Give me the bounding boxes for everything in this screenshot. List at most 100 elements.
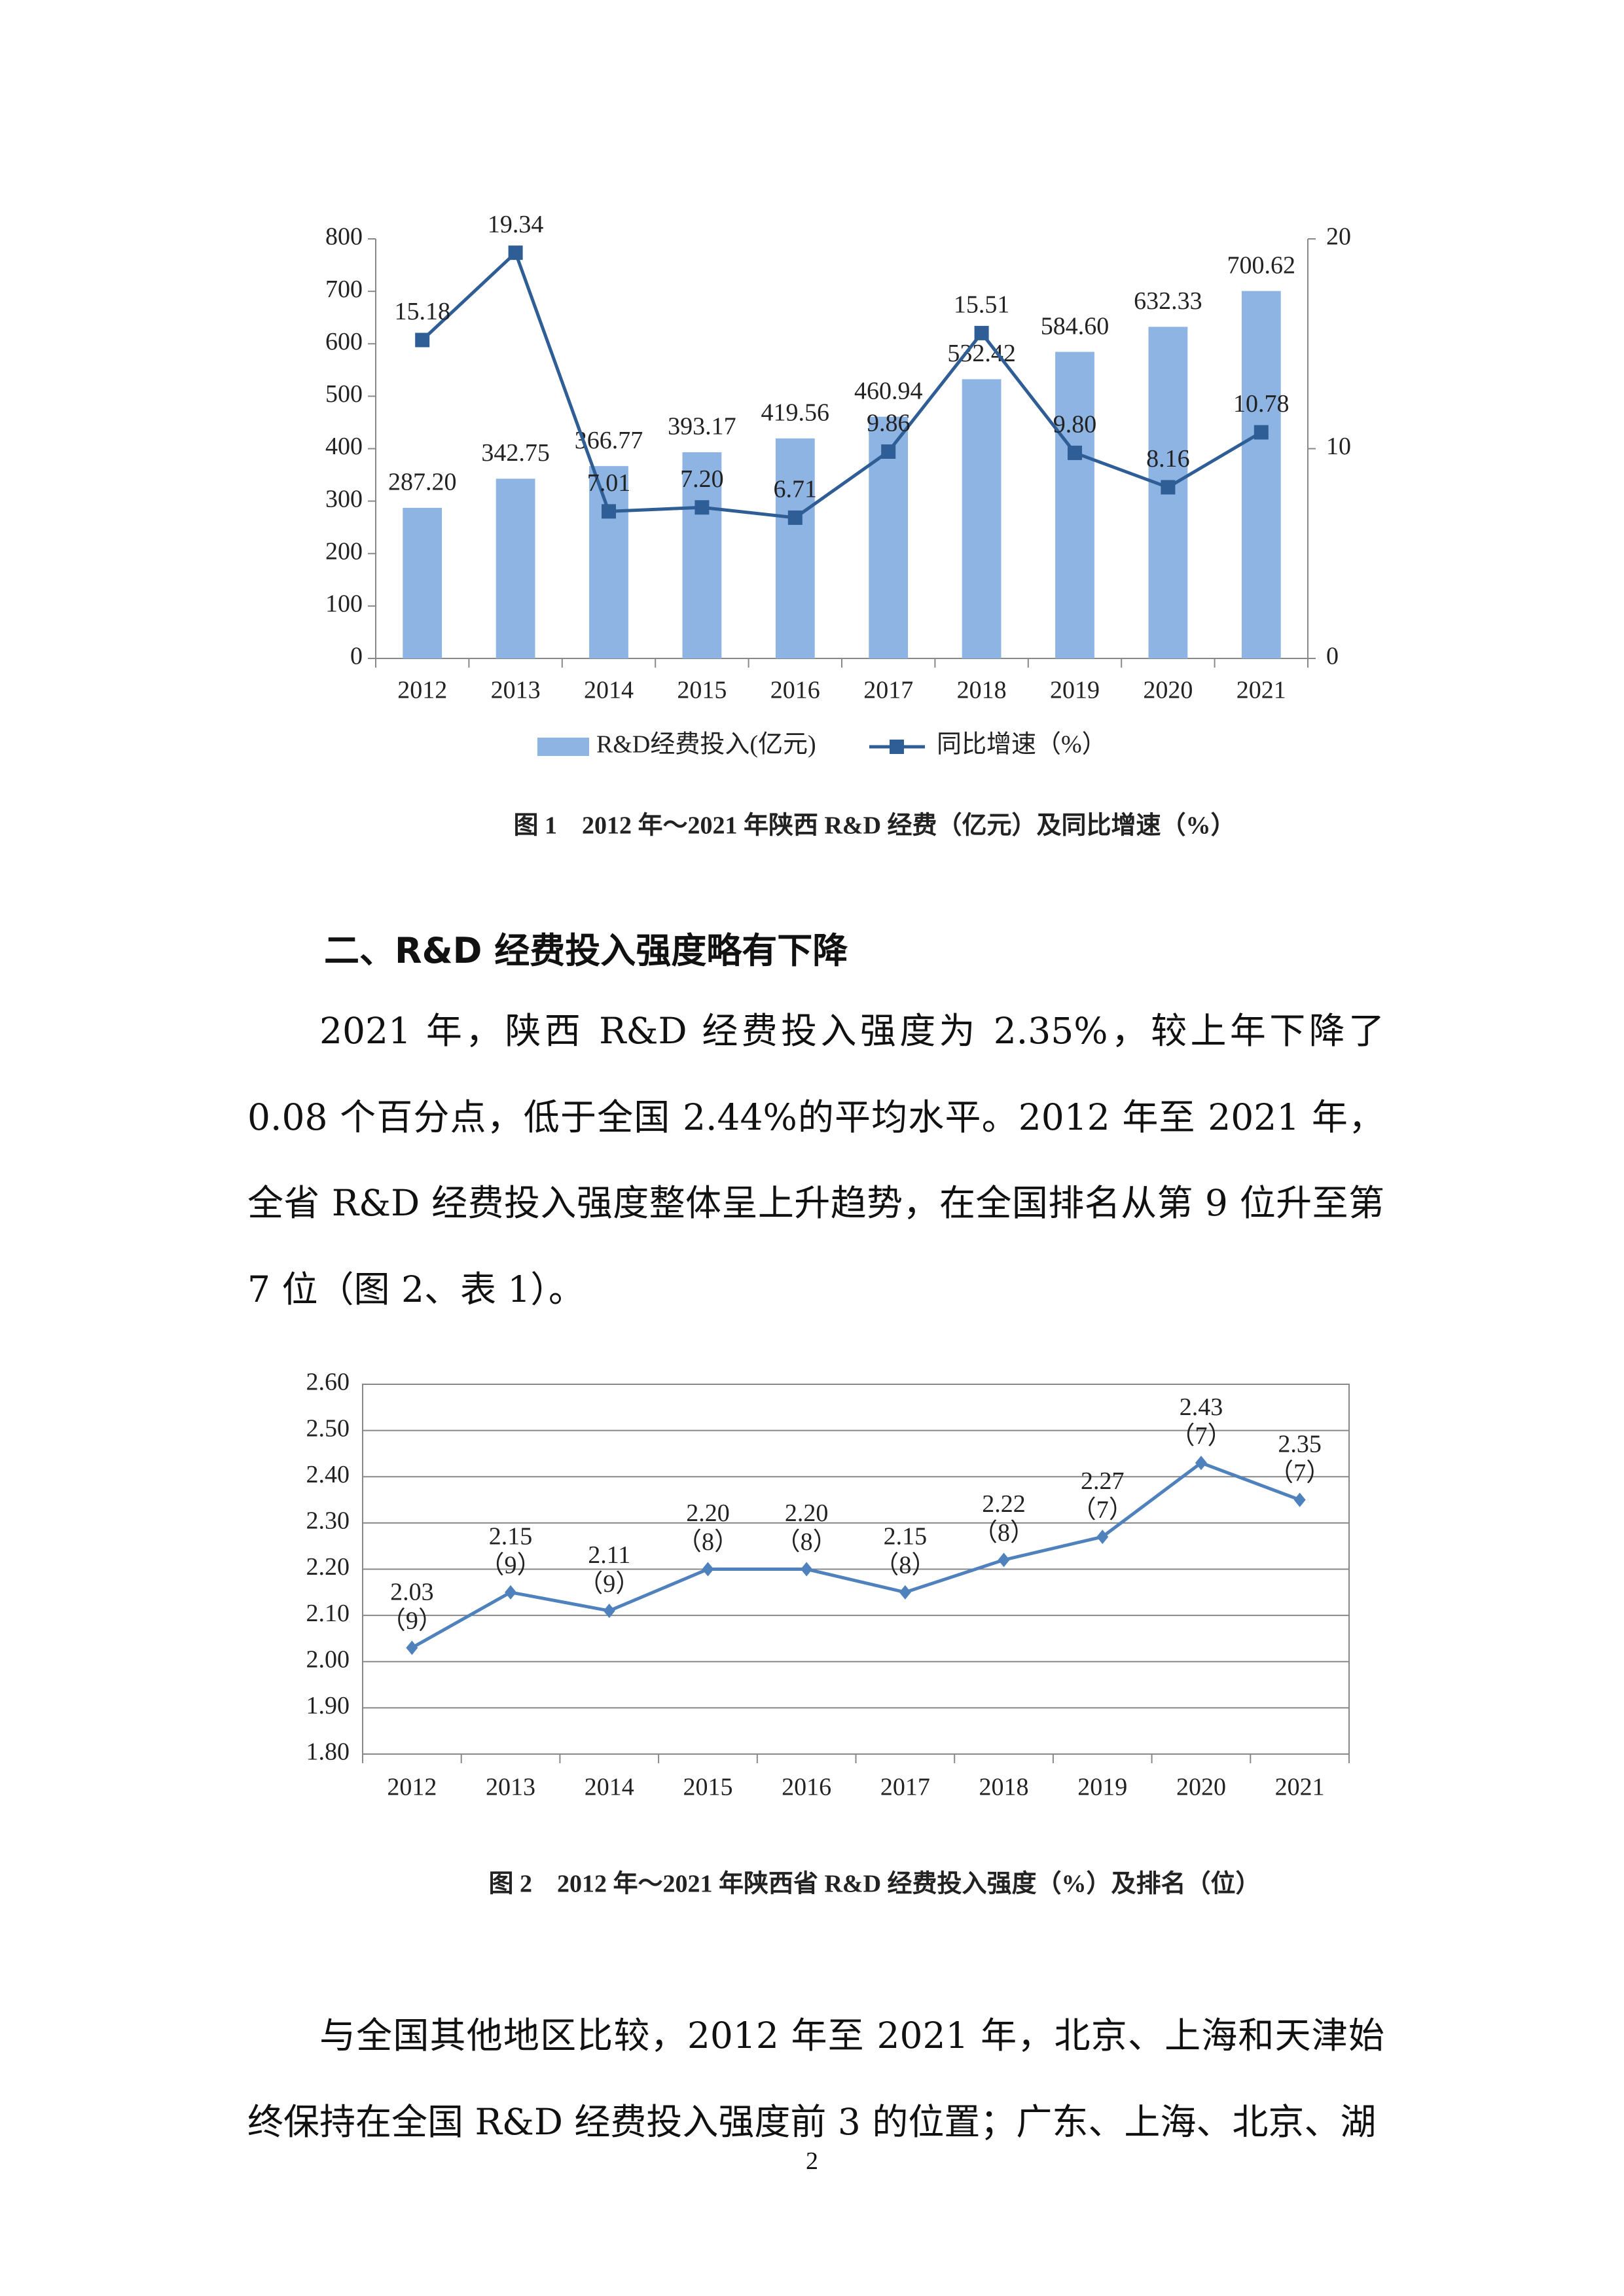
line-marker bbox=[1068, 445, 1082, 460]
paragraph: 2021 年，陕西 R&D 经费投入强度为 2.35%，较上年下降了 0.08 … bbox=[247, 1010, 1384, 1310]
legend-swatch bbox=[537, 738, 589, 756]
line bbox=[411, 1461, 1301, 1649]
rank-label: （9） bbox=[381, 1607, 443, 1634]
page-number: 2 bbox=[806, 2147, 818, 2175]
rank-label: （9） bbox=[578, 1570, 640, 1598]
bar bbox=[775, 438, 815, 658]
x-tick-label: 2014 bbox=[585, 1774, 634, 1801]
line-value-label: 2.11 bbox=[588, 1541, 630, 1569]
x-tick-label: 2019 bbox=[1050, 677, 1100, 704]
y-tick-label: 400 bbox=[325, 433, 363, 460]
line-marker bbox=[801, 1562, 813, 1577]
x-tick-label: 2021 bbox=[1236, 677, 1286, 704]
line-marker bbox=[702, 1562, 714, 1577]
bar bbox=[496, 478, 535, 658]
line-marker bbox=[415, 332, 430, 348]
rank-label: （8） bbox=[776, 1528, 838, 1556]
line-value-label: 19.34 bbox=[488, 211, 544, 238]
y-tick-label: 100 bbox=[325, 590, 363, 618]
line-value-label: 2.15 bbox=[884, 1523, 928, 1551]
line-value-label: 2.20 bbox=[686, 1499, 730, 1527]
y-tick-label: 2.60 bbox=[306, 1369, 350, 1396]
line-marker bbox=[1195, 1456, 1207, 1471]
bar-value-label: 287.20 bbox=[388, 469, 457, 496]
line-value-label: 15.51 bbox=[954, 291, 1010, 319]
y-tick-label: 2.00 bbox=[306, 1645, 350, 1673]
rank-label: （7） bbox=[1269, 1459, 1331, 1486]
y2-tick-label: 0 bbox=[1326, 643, 1339, 670]
x-tick-label: 2014 bbox=[584, 677, 634, 704]
legend-swatch-marker bbox=[890, 740, 904, 754]
line-marker bbox=[1293, 1492, 1306, 1507]
x-tick-label: 2020 bbox=[1143, 677, 1193, 704]
x-tick-label: 2019 bbox=[1077, 1774, 1127, 1801]
line-value-label: 9.86 bbox=[867, 410, 911, 437]
bar-value-label: 342.75 bbox=[481, 439, 550, 467]
legend-label: R&D经费投入(亿元) bbox=[596, 731, 816, 759]
x-tick-label: 2012 bbox=[387, 1774, 437, 1801]
caption: 图 2 2012 年～2021 年陕西省 R&D 经费投入强度（%）及排名（位） bbox=[488, 1871, 1260, 1898]
x-tick-label: 2012 bbox=[397, 677, 447, 704]
x-tick-label: 2013 bbox=[491, 677, 541, 704]
line-value-label: 2.22 bbox=[982, 1490, 1026, 1518]
line-value-label: 9.80 bbox=[1053, 411, 1097, 439]
bar bbox=[962, 379, 1001, 658]
line-value-label: 6.71 bbox=[774, 476, 818, 503]
line-marker bbox=[1161, 480, 1176, 495]
line bbox=[421, 249, 1263, 520]
rank-label: （7） bbox=[1170, 1422, 1232, 1450]
x-tick-label: 2018 bbox=[957, 677, 1007, 704]
line-marker bbox=[602, 504, 616, 519]
rank-label: （9） bbox=[480, 1552, 542, 1579]
y-tick-label: 2.40 bbox=[306, 1461, 350, 1488]
x-tick-label: 2017 bbox=[863, 677, 913, 704]
bar bbox=[682, 452, 722, 658]
caption: 图 1 2012 年～2021 年陕西 R&D 经费（亿元）及同比增速（%） bbox=[513, 812, 1235, 840]
line-marker bbox=[603, 1604, 615, 1619]
y-tick-label: 2.50 bbox=[306, 1414, 350, 1442]
y-tick-label: 0 bbox=[350, 643, 363, 670]
x-tick-label: 2016 bbox=[770, 677, 820, 704]
y-tick-label: 200 bbox=[325, 537, 363, 565]
line-value-label: 2.20 bbox=[785, 1499, 829, 1527]
bar-value-label: 393.17 bbox=[668, 413, 736, 440]
y-tick-label: 700 bbox=[325, 276, 363, 303]
line-marker bbox=[505, 1585, 517, 1600]
rank-label: （8） bbox=[874, 1552, 936, 1579]
y-tick-label: 1.80 bbox=[306, 1738, 350, 1766]
x-tick-label: 2017 bbox=[880, 1774, 930, 1801]
section-heading: 二、R&D 经费投入强度略有下降 bbox=[324, 930, 848, 971]
x-tick-label: 2018 bbox=[979, 1774, 1029, 1801]
line-value-label: 2.15 bbox=[489, 1523, 533, 1551]
y-tick-label: 800 bbox=[325, 223, 363, 251]
bar-value-label: 419.56 bbox=[761, 399, 830, 427]
bar bbox=[1055, 351, 1094, 658]
line-value-label: 15.18 bbox=[394, 298, 450, 325]
y-tick-label: 500 bbox=[325, 380, 363, 408]
line-marker bbox=[1254, 425, 1269, 440]
line-marker bbox=[974, 325, 989, 340]
x-tick-label: 2013 bbox=[486, 1774, 535, 1801]
legend-label: 同比增速（%） bbox=[937, 731, 1107, 759]
line-marker bbox=[695, 500, 710, 515]
line-marker bbox=[881, 444, 896, 459]
line-value-label: 8.16 bbox=[1146, 445, 1190, 473]
line-marker bbox=[787, 510, 803, 525]
line-marker bbox=[899, 1585, 911, 1600]
bar-value-label: 632.33 bbox=[1134, 287, 1202, 315]
x-tick-label: 2015 bbox=[683, 1774, 732, 1801]
bar bbox=[1241, 291, 1281, 658]
y-tick-label: 600 bbox=[325, 328, 363, 355]
x-tick-label: 2016 bbox=[782, 1774, 831, 1801]
rank-label: （8） bbox=[973, 1519, 1035, 1547]
y-tick-label: 1.90 bbox=[306, 1692, 350, 1719]
bar-value-label: 700.62 bbox=[1227, 251, 1296, 279]
bar-value-label: 460.94 bbox=[854, 377, 923, 404]
line-marker bbox=[998, 1552, 1010, 1568]
y2-tick-label: 10 bbox=[1326, 433, 1351, 460]
x-tick-label: 2020 bbox=[1176, 1774, 1226, 1801]
line-value-label: 7.20 bbox=[680, 465, 724, 493]
y2-tick-label: 20 bbox=[1326, 223, 1351, 251]
